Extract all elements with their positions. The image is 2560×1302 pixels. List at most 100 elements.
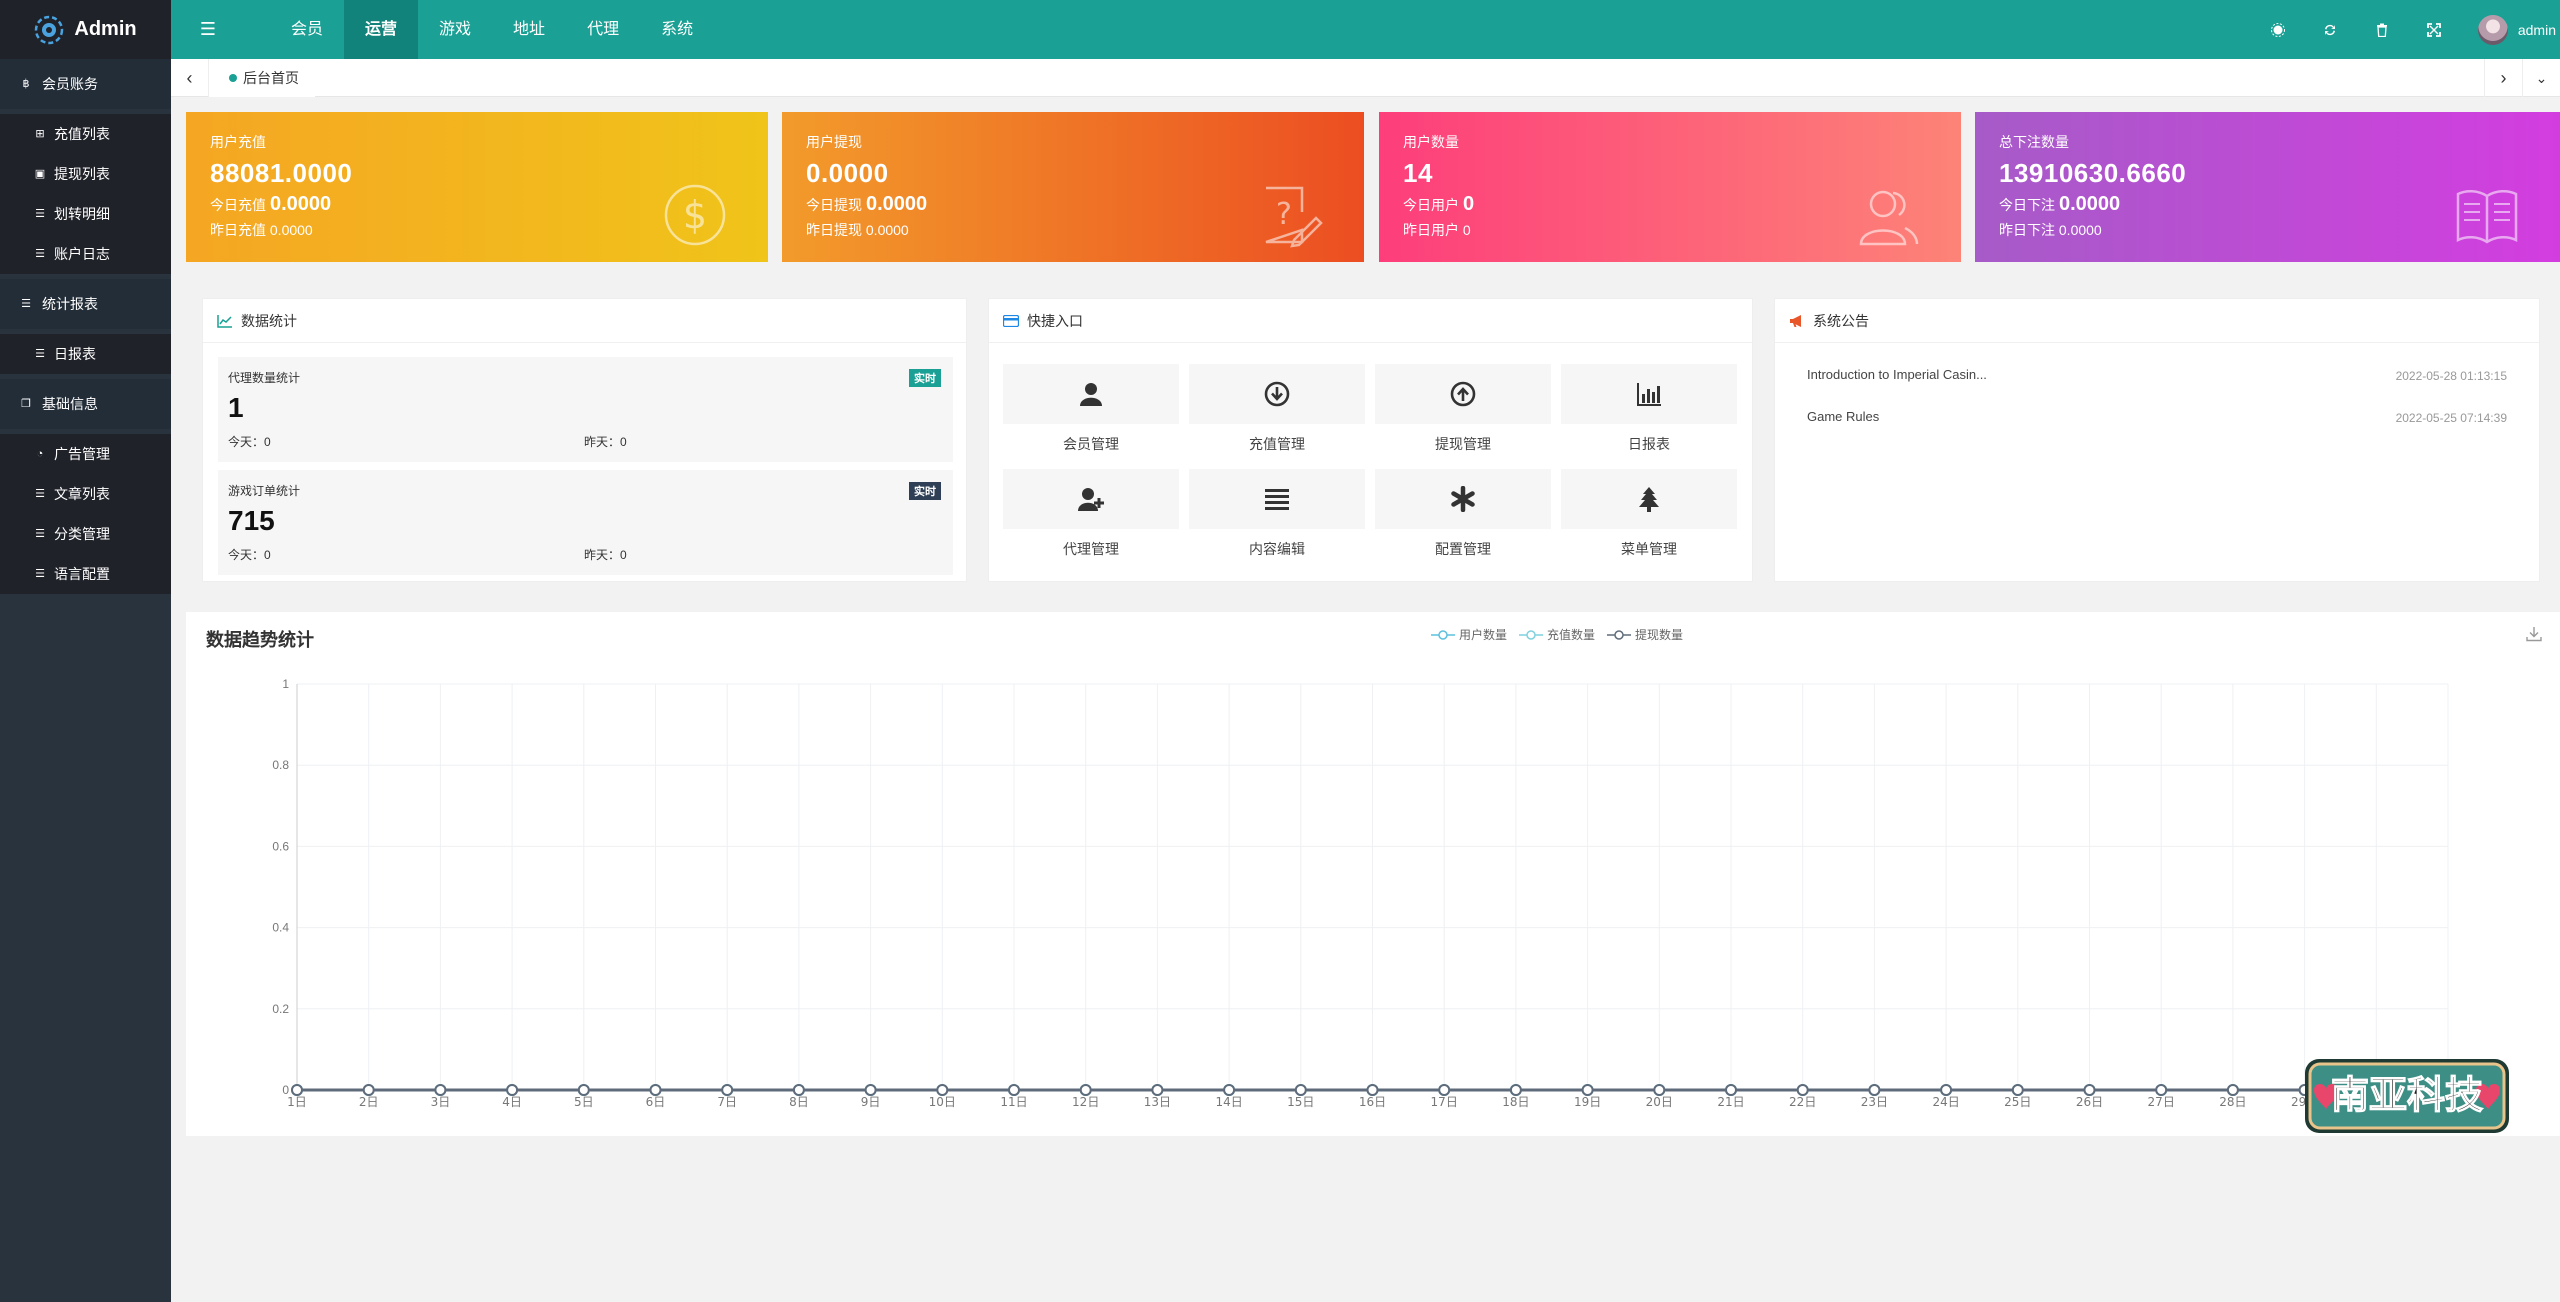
tab-next-icon[interactable]: › — [2484, 59, 2522, 97]
quick-entry-8[interactable]: 菜单管理 — [1561, 469, 1737, 559]
notice-item-title[interactable]: Introduction to Imperial Casin... — [1807, 367, 1987, 382]
notice-panel: 系统公告 Introduction to Imperial Casin... 20… — [1774, 298, 2540, 582]
sidebar-item-3-3[interactable]: ☰ 分类管理 — [0, 514, 171, 554]
trash-icon[interactable] — [2356, 0, 2408, 59]
realtime-badge: 实时 — [909, 482, 941, 500]
x-tick-label: 20日 — [1646, 1095, 1673, 1109]
nav-item-6[interactable]: 系统 — [661, 21, 694, 38]
list-icon: ☰ — [35, 528, 45, 540]
card-yesterday: 昨日充值 0.0000 — [210, 222, 313, 238]
data-point — [649, 1084, 662, 1096]
data-point — [1725, 1084, 1737, 1096]
arrow-down-circle-icon — [1264, 381, 1290, 407]
x-tick-label: 1日 — [287, 1095, 307, 1109]
quick-entry-label: 会员管理 — [1063, 436, 1119, 452]
sidebar-group-label: 会员账务 — [42, 76, 98, 92]
user-icon — [1080, 383, 1102, 406]
quick-entry-label: 内容编辑 — [1249, 541, 1305, 557]
x-tick-label: 14日 — [1215, 1095, 1242, 1109]
quick-entry-3[interactable]: 提现管理 — [1375, 364, 1551, 454]
quick-entry-5[interactable]: 代理管理 — [1003, 469, 1179, 559]
copy-icon: ❐ — [21, 398, 31, 410]
svg-text:$: $ — [683, 193, 707, 237]
notice-item-date: 2022-05-25 07:14:39 — [2395, 411, 2507, 425]
card-today: 今日下注 0.0000 — [1999, 193, 2536, 216]
quick-icon-box — [1003, 364, 1179, 424]
x-tick-label: 3日 — [431, 1095, 451, 1109]
legend-item-2[interactable]: 充值数量 — [1519, 626, 1595, 643]
avatar[interactable] — [2477, 14, 2508, 45]
notice-item-title[interactable]: Game Rules — [1807, 409, 1880, 424]
sidebar-item-1-2[interactable]: ▣ 提现列表 — [0, 154, 171, 194]
menu-toggle-icon[interactable]: ☰ — [199, 19, 217, 39]
quick-entry-7[interactable]: 配置管理 — [1375, 469, 1551, 559]
sidebar-item-label: 分类管理 — [54, 526, 110, 542]
card-today-label: 今日充值 — [210, 197, 266, 213]
list-icon: ☰ — [21, 298, 31, 310]
theme-icon[interactable] — [2252, 0, 2304, 59]
quick-entry-panel: 快捷入口 会员管理 充值管理 提现管理 日报表 代理管理 内容编辑 配置管理 菜… — [988, 298, 1753, 582]
data-point — [1581, 1084, 1594, 1096]
sidebar-group-3[interactable]: ❐ 基础信息 — [0, 379, 171, 429]
sidebar-item-1-3[interactable]: ☰ 划转明细 — [0, 194, 171, 234]
legend-item-1[interactable]: 用户数量 — [1431, 626, 1507, 643]
quick-entry-4[interactable]: 日报表 — [1561, 364, 1737, 454]
sidebar-item-3-2[interactable]: ☰ 文章列表 — [0, 474, 171, 514]
list-icon: ☰ — [35, 488, 45, 500]
nav-item-4[interactable]: 地址 — [513, 21, 546, 38]
card-total: 14 — [1403, 158, 1433, 188]
notice-item-2[interactable]: Game Rules 2022-05-25 07:14:39 — [1807, 409, 2507, 425]
stat-yesterday: 昨天：0 — [584, 435, 627, 449]
notice-item-1[interactable]: Introduction to Imperial Casin... 2022-05… — [1807, 367, 2507, 383]
nav-item-3[interactable]: 游戏 — [439, 21, 472, 38]
card-title: 总下注数量 — [1999, 134, 2069, 150]
tree-icon — [1639, 487, 1659, 512]
tab-prev-icon[interactable]: ‹ — [171, 59, 209, 97]
fullscreen-icon[interactable] — [2408, 0, 2460, 59]
active-dot-icon — [229, 74, 237, 82]
sidebar-group-1[interactable]: ฿ 会员账务 — [0, 59, 171, 109]
quick-entry-2[interactable]: 充值管理 — [1189, 364, 1365, 454]
x-tick-label: 15日 — [1287, 1095, 1314, 1109]
list-icon: ☰ — [35, 348, 45, 360]
trend-chart-panel: 0 0.2 0.4 0.6 0.8 1 1日 2日 3日 4日 5日 6日 7日 8日 9日 10日 11日 12… — [186, 612, 2560, 1136]
legend-label: 用户数量 — [1459, 628, 1508, 642]
quick-entry-1[interactable]: 会员管理 — [1003, 364, 1179, 454]
nav-item-2[interactable]: 运营 — [344, 0, 419, 59]
refresh-icon[interactable] — [2304, 0, 2356, 59]
nav-item-1[interactable]: 会员 — [291, 21, 324, 38]
sidebar-item-1-4[interactable]: ☰ 账户日志 — [0, 234, 171, 274]
sidebar-item-2-1[interactable]: ☰ 日报表 — [0, 334, 171, 374]
data-point — [1008, 1084, 1020, 1096]
legend-marker-icon — [1607, 629, 1632, 640]
sidebar-item-3-1[interactable]: ◔ 广告管理 — [0, 434, 171, 474]
data-point — [577, 1084, 590, 1096]
stat-today: 今天：0 — [228, 548, 271, 562]
data-point — [2155, 1084, 2168, 1096]
quick-entry-label: 菜单管理 — [1621, 541, 1677, 557]
logo[interactable]: Admin — [0, 0, 171, 59]
chevron-down-icon[interactable]: ⌄ — [2522, 59, 2560, 97]
stat-box-1: 代理数量统计 实时 1 今天：0 昨天：0 — [218, 357, 953, 462]
y-tick-label: 0.2 — [272, 1002, 289, 1016]
x-tick-label: 25日 — [2004, 1095, 2031, 1109]
x-tick-label: 27日 — [2148, 1095, 2175, 1109]
download-icon[interactable] — [2524, 624, 2544, 644]
legend-item-3[interactable]: 提现数量 — [1607, 626, 1683, 643]
sidebar-item-3-4[interactable]: ☰ 语言配置 — [0, 554, 171, 594]
card-today-value: 0.0000 — [270, 193, 332, 215]
sidebar-item-1-1[interactable]: ⊞ 充值列表 — [0, 114, 171, 154]
sidebar-group-2[interactable]: ☰ 统计报表 — [0, 279, 171, 329]
nav-item-5[interactable]: 代理 — [587, 21, 620, 38]
data-point — [1796, 1084, 1809, 1096]
quick-entry-6[interactable]: 内容编辑 — [1189, 469, 1365, 559]
x-tick-label: 28日 — [2219, 1095, 2246, 1109]
question-edit-icon: ? — [1265, 186, 1323, 248]
top-nav: 会员 运营 游戏 地址 代理 系统 — [270, 0, 714, 59]
stat-card-1: 用户充值 88081.0000 今日充值 0.0000 昨日充值 0.0000 $ — [186, 112, 768, 262]
user-name[interactable]: admin — [2517, 21, 2556, 38]
logo-icon — [35, 15, 64, 44]
tab-home[interactable]: 后台首页 — [209, 59, 315, 97]
stat-box-2: 游戏订单统计 实时 715 今天：0 昨天：0 — [218, 470, 953, 575]
x-tick-label: 4日 — [502, 1095, 522, 1109]
